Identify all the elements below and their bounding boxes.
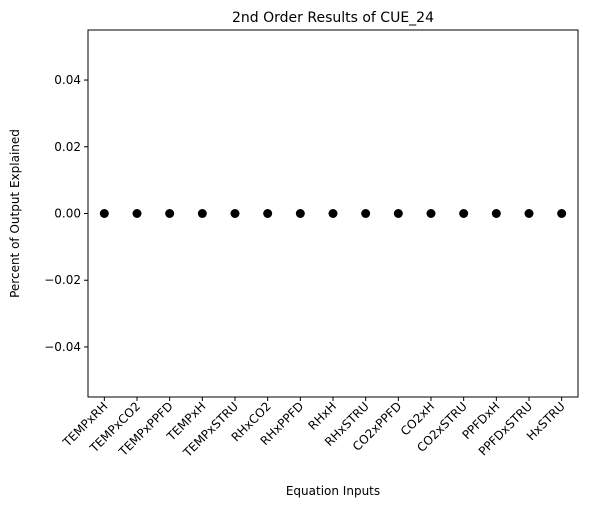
data-point	[557, 209, 567, 218]
data-points	[99, 209, 567, 218]
data-point	[361, 209, 371, 218]
data-point	[491, 209, 501, 218]
data-point	[524, 209, 534, 218]
data-point	[459, 209, 469, 218]
y-tick-label: −0.04	[44, 340, 81, 354]
y-tick-label: −0.02	[44, 273, 81, 287]
y-tick-label: 0.02	[54, 140, 81, 154]
y-tick-label: 0.00	[54, 207, 81, 221]
y-axis-label: Percent of Output Explained	[8, 129, 22, 298]
chart-title: 2nd Order Results of CUE_24	[232, 10, 434, 26]
data-point	[230, 209, 240, 218]
data-point	[263, 209, 273, 218]
data-point	[295, 209, 305, 218]
y-ticks: −0.04 −0.02 0.00 0.02 0.04	[44, 73, 88, 354]
data-point	[328, 209, 338, 218]
y-tick-label: 0.04	[54, 73, 81, 87]
data-point	[426, 209, 436, 218]
x-axis-label: Equation Inputs	[286, 484, 380, 498]
data-point	[197, 209, 207, 218]
data-point	[165, 209, 175, 218]
data-point	[393, 209, 403, 218]
x-ticks: TEMPxRHTEMPxCO2TEMPxPPFDTEMPxHTEMPxSTRUR…	[60, 397, 568, 461]
data-point	[132, 209, 142, 218]
data-point	[99, 209, 109, 218]
plot-frame	[87, 29, 579, 398]
